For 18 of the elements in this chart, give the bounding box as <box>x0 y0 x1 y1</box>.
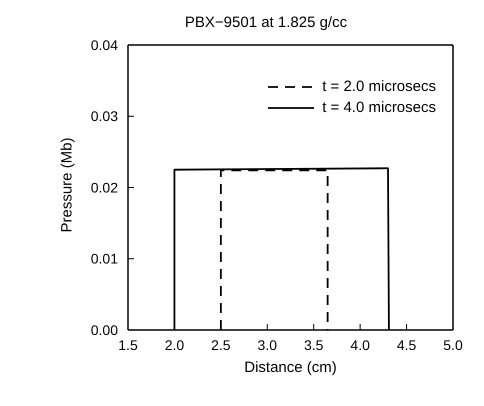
legend-label: t = 2.0 microsecs <box>322 78 436 95</box>
x-tick-label: 4.5 <box>396 336 417 353</box>
chart-title: PBX−9501 at 1.825 g/cc <box>184 14 348 31</box>
x-tick-label: 1.5 <box>118 336 138 353</box>
y-tick-label: 0.02 <box>90 179 118 196</box>
x-tick-label: 3.5 <box>304 336 324 353</box>
x-tick-label: 5.0 <box>443 336 463 353</box>
x-tick-label: 4.0 <box>350 336 370 353</box>
x-tick-label: 3.0 <box>258 336 278 353</box>
y-tick-label: 0.04 <box>90 36 118 53</box>
y-tick-label: 0.03 <box>90 108 118 124</box>
legend-label: t = 4.0 microsecs <box>322 99 436 116</box>
y-axis-title: Pressure (Mb) <box>58 137 76 232</box>
y-tick-label: 0.00 <box>90 322 118 338</box>
x-axis-title: Distance (cm) <box>244 359 337 376</box>
x-tick-label: 2.5 <box>211 336 231 353</box>
y-tick-label: 0.01 <box>90 250 118 267</box>
x-tick-label: 2.0 <box>164 336 184 353</box>
